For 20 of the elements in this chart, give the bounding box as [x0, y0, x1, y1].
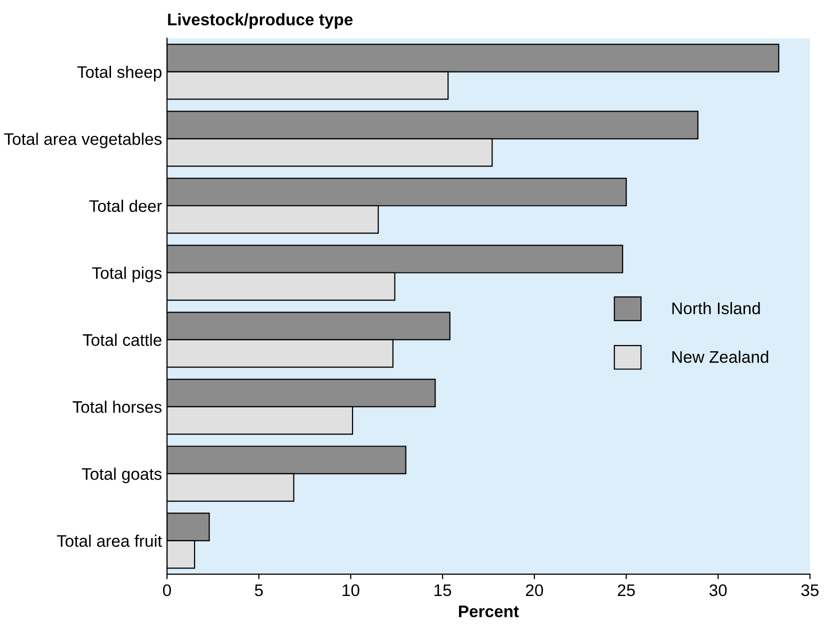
legend-label: North Island [672, 302, 760, 314]
x-tick-label: 5 [254, 584, 263, 596]
y-tick-label: Total deer [89, 200, 162, 212]
y-tick-label: Total horses [72, 400, 162, 413]
y-tick-label: Total goats [82, 468, 162, 484]
x-tick-label: 35 [801, 584, 819, 596]
y-tick-label: Total area fruit [56, 534, 162, 547]
x-tick-label: 15 [434, 584, 452, 596]
x-tick-label: 20 [526, 584, 544, 596]
x-tick-label: 0 [163, 584, 171, 596]
y-tick-label: Total cattle [82, 334, 162, 346]
x-tick-label: 30 [709, 584, 727, 596]
y-tick-label: Total pigs [92, 266, 162, 282]
x-axis-title: Percent [459, 606, 519, 618]
x-tick-label: 10 [342, 584, 360, 596]
y-tick-label: Total area vegetables [4, 132, 162, 148]
y-axis-title: Livestock/produce type [168, 13, 353, 29]
legend-label: New Zealand [672, 350, 768, 363]
x-tick-label: 25 [618, 584, 635, 596]
y-tick-label: Total sheep [77, 66, 162, 82]
